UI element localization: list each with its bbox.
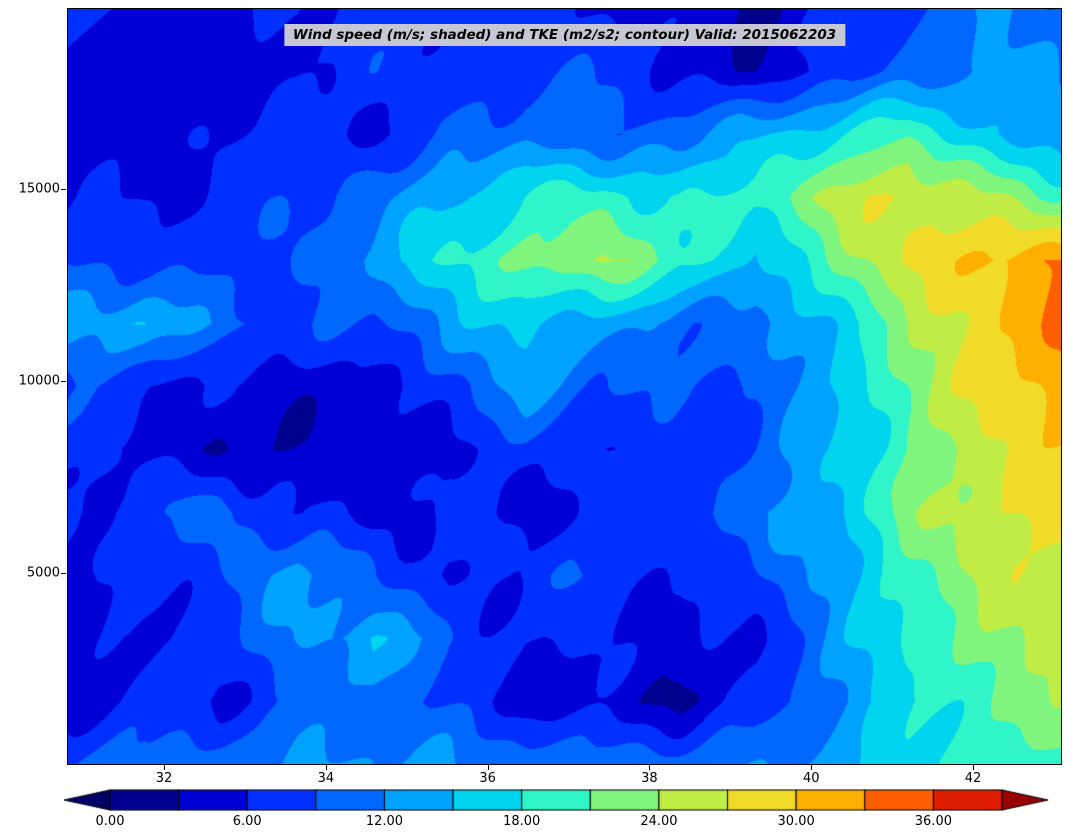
- y-tick-mark: [61, 572, 66, 574]
- colorbar-tick-label: 24.00: [640, 814, 678, 829]
- plot-title: Wind speed (m/s; shaded) and TKE (m2/s2;…: [283, 24, 846, 46]
- colorbar: 0.00 6.00 12.00 18.00 24.00 30.00 36.00: [63, 789, 1049, 835]
- y-tick-mark: [61, 188, 66, 190]
- x-tick-label: 40: [802, 771, 820, 786]
- plot-area: Wind speed (m/s; shaded) and TKE (m2/s2;…: [67, 8, 1062, 765]
- x-tick-mark: [811, 765, 813, 770]
- x-tick-label: 42: [964, 771, 982, 786]
- colorbar-tick-label: 36.00: [914, 814, 952, 829]
- y-tick-label: 15000: [18, 181, 60, 197]
- contour-field-canvas: [67, 8, 1062, 765]
- colorbar-tick-label: 18.00: [503, 814, 541, 829]
- x-tick-mark: [973, 765, 975, 770]
- colorbar-tick-label: 30.00: [777, 814, 815, 829]
- x-tick-label: 32: [155, 771, 173, 786]
- x-tick-mark: [649, 765, 651, 770]
- y-tick-mark: [61, 380, 66, 382]
- x-tick-mark: [487, 765, 489, 770]
- x-tick-label: 36: [479, 771, 496, 786]
- colorbar-tick-label: 12.00: [365, 814, 404, 829]
- x-tick-mark: [325, 765, 327, 770]
- colorbar-canvas: [63, 789, 1049, 811]
- x-tick-label: 38: [641, 771, 658, 786]
- y-tick-label: 10000: [18, 373, 60, 389]
- colorbar-tick-label: 6.00: [232, 814, 262, 829]
- x-tick-label: 34: [317, 771, 335, 786]
- y-tick-label: 5000: [26, 565, 60, 581]
- colorbar-tick-label: 0.00: [95, 814, 125, 829]
- x-tick-mark: [164, 765, 166, 770]
